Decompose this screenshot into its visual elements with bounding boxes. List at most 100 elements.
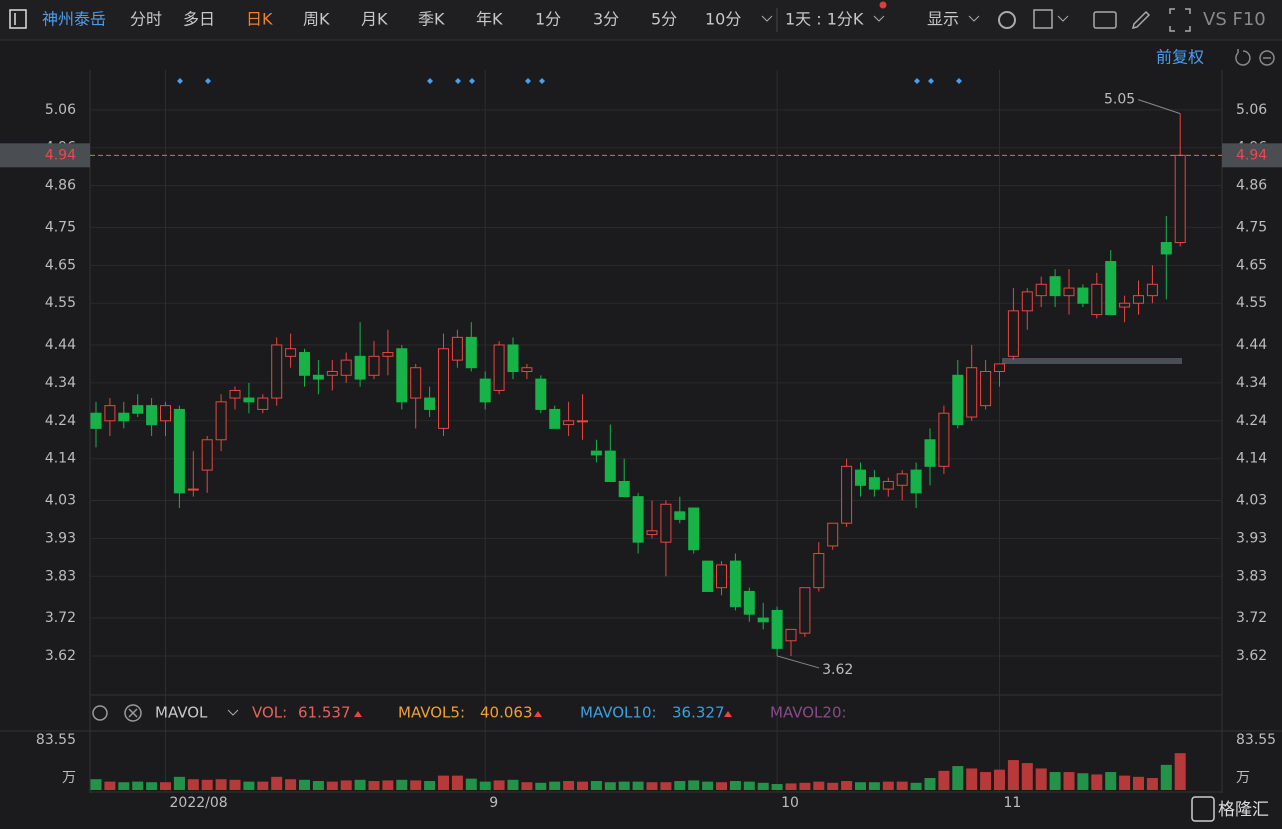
volume-bar — [493, 780, 505, 790]
period-tab[interactable]: 5分 — [651, 10, 677, 29]
candle-body — [924, 439, 936, 467]
display-chevron[interactable] — [968, 15, 980, 22]
volume-bar — [827, 782, 839, 790]
candle-body — [771, 609, 783, 649]
indicator-name[interactable]: MAVOL — [155, 704, 208, 722]
stock-name[interactable]: 神州泰岳 — [42, 10, 106, 29]
volume-bar — [618, 781, 630, 790]
period-tab[interactable]: 3分 — [593, 10, 619, 29]
mavol10-value: 36.327 — [672, 704, 725, 722]
period-tab[interactable]: 月K — [361, 10, 388, 29]
period-chevron[interactable] — [873, 15, 885, 22]
candle-body — [173, 408, 185, 494]
plot — [90, 70, 1222, 792]
y-tick-label-right: 4.86 — [1236, 178, 1267, 194]
volume-bar — [563, 781, 575, 790]
box-icon[interactable] — [1033, 9, 1053, 29]
volume-bar — [312, 781, 324, 790]
period-select[interactable]: 1天 : 1分K — [785, 10, 864, 29]
box-chevron[interactable] — [1057, 15, 1069, 22]
period-tab[interactable]: 日K — [246, 10, 273, 29]
volume-bar — [980, 772, 992, 790]
volume-bar — [868, 782, 880, 790]
reset-icon[interactable] — [1235, 49, 1251, 66]
event-marker[interactable] — [177, 78, 962, 84]
camera-icon[interactable] — [1093, 11, 1117, 29]
candle-body — [424, 397, 436, 410]
candle-body — [396, 348, 408, 403]
f10-button[interactable]: VS F10 — [1203, 9, 1266, 30]
candle-body — [507, 344, 519, 373]
volume-bar — [1160, 764, 1172, 790]
candle-body — [146, 405, 158, 426]
y-tick-label: 3.72 — [45, 610, 76, 626]
volume-bar — [1105, 772, 1117, 790]
volume-bar — [924, 778, 936, 790]
candle-body — [674, 511, 686, 520]
indicator-chevron[interactable] — [227, 709, 239, 716]
indicator-settings[interactable] — [92, 705, 108, 721]
volume-bar — [104, 781, 116, 790]
candle-body — [1160, 242, 1172, 255]
volume-bar — [674, 781, 686, 790]
y-tick-label: 3.93 — [45, 530, 76, 546]
volume-bar — [424, 781, 436, 790]
watermark-logo — [1191, 796, 1215, 822]
candle-body — [882, 480, 894, 490]
volume-bar — [813, 781, 825, 790]
last-price-box-right — [1222, 143, 1282, 168]
volume-bar — [271, 776, 283, 790]
settings-icon[interactable] — [998, 11, 1016, 29]
period-tab[interactable]: 10分 — [705, 10, 741, 29]
more-chevron[interactable] — [761, 15, 773, 22]
mavol5-label: MAVOL5: — [398, 704, 465, 722]
candle-body — [952, 374, 964, 426]
candle-body — [438, 348, 449, 429]
adjust-mode[interactable]: 前复权 — [1156, 48, 1204, 67]
candle-body — [646, 530, 658, 536]
y-tick-label-right: 4.03 — [1236, 492, 1267, 508]
period-tab[interactable]: 年K — [476, 10, 503, 29]
period-tab[interactable]: 周K — [303, 10, 330, 29]
volume-bar — [187, 779, 199, 790]
volume-bar — [855, 782, 866, 790]
last-price-box — [0, 143, 90, 168]
y-tick-label: 3.83 — [45, 568, 76, 584]
candle-body — [1049, 276, 1061, 297]
zoom-out-icon[interactable] — [1259, 50, 1275, 66]
fullscreen-icon[interactable] — [1169, 8, 1191, 32]
volume-bar — [910, 782, 922, 790]
candle-body — [743, 590, 755, 615]
vol-up-arrow — [354, 711, 362, 717]
period-tab[interactable]: 分时 — [130, 10, 162, 29]
volume-tick-label: 83.55 — [36, 732, 76, 748]
volume-unit: 万 — [62, 770, 76, 786]
period-tab[interactable]: 多日 — [183, 10, 215, 29]
candle-body — [285, 348, 297, 357]
candle-body — [326, 371, 338, 376]
volume-bar — [507, 779, 519, 790]
volume-bar — [799, 782, 811, 790]
period-tab[interactable]: 1分 — [535, 10, 561, 29]
volume-bar — [785, 783, 797, 790]
indicator-close[interactable] — [124, 704, 142, 722]
volume-bar — [535, 782, 547, 790]
volume-bar — [354, 779, 366, 790]
volume-tick-label-right: 83.55 — [1236, 732, 1276, 748]
sidebar-toggle[interactable] — [9, 9, 27, 29]
candle-body — [868, 477, 880, 490]
volume-bar — [521, 782, 533, 790]
last-price-label-right: 4.94 — [1236, 147, 1267, 163]
candle-body — [187, 488, 199, 491]
y-tick-label-right: 4.55 — [1236, 295, 1267, 311]
period-tab[interactable]: 季K — [418, 10, 445, 29]
volume-bar — [577, 781, 588, 790]
display-menu[interactable]: 显示 — [927, 10, 959, 29]
volume-bar — [285, 779, 297, 790]
volume-bar — [201, 779, 213, 790]
pen-icon[interactable] — [1131, 10, 1151, 30]
x-tick-label: 2022/08 — [170, 795, 228, 811]
y-tick-label-right: 3.72 — [1236, 610, 1267, 626]
volume-bar — [702, 781, 714, 790]
candle-body — [1007, 310, 1019, 357]
